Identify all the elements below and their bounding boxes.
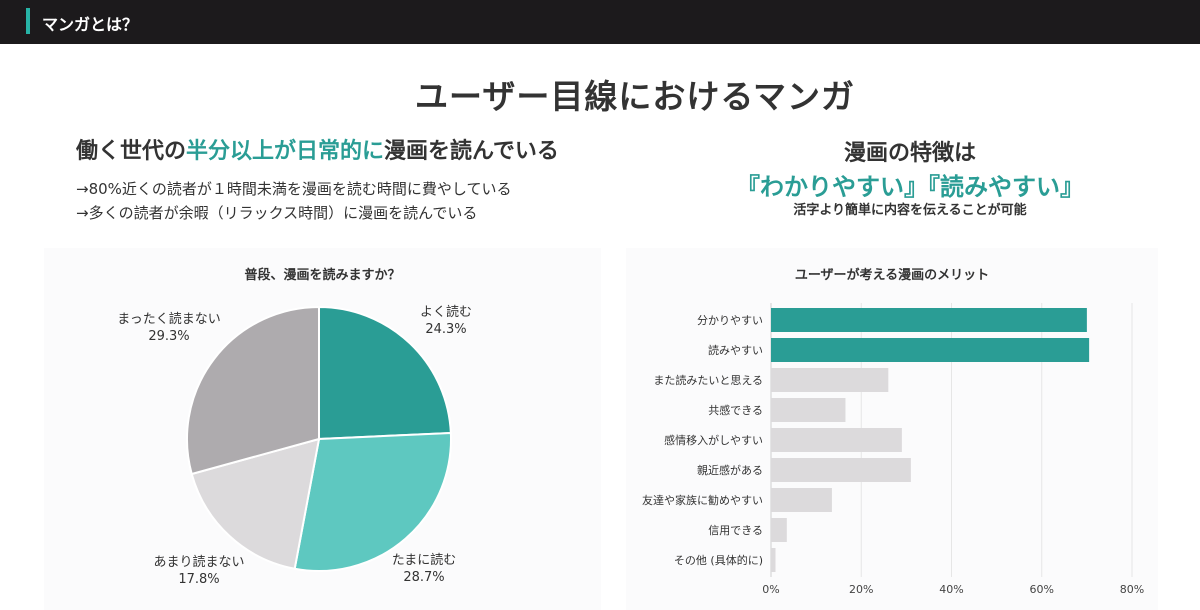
pie-chart-title: 普段、漫画を読みますか？ xyxy=(244,268,401,283)
category-label: 信用できる xyxy=(708,524,763,537)
bar xyxy=(771,458,911,482)
bar xyxy=(771,428,902,452)
pie-label-sometimes-value: 28.7% xyxy=(403,570,445,585)
bar xyxy=(771,338,1090,362)
bullet-1: →80%近くの読者が１時間未満を漫画を読む時間に費やしている xyxy=(76,180,512,198)
section-label: マンガとは？ xyxy=(42,15,139,34)
bar xyxy=(771,398,846,422)
category-label: 読みやすい xyxy=(708,343,763,357)
pie-chart xyxy=(186,305,452,572)
bullet-2: →多くの読者が余暇（リラックス時間）に漫画を読んでいる xyxy=(76,204,478,222)
pie-label-never-name: まったく読まない xyxy=(117,312,221,327)
bar xyxy=(771,308,1087,332)
x-tick-label: 60% xyxy=(1030,583,1054,596)
page-title: ユーザー目線におけるマンガ xyxy=(414,77,856,116)
left-headline-pre: 働く世代の xyxy=(76,139,187,164)
category-label: 分かりやすい xyxy=(697,314,763,327)
category-label: 親近感がある xyxy=(697,463,763,477)
pie-label-never: まったく読まない 29.3% xyxy=(94,311,244,345)
right-headline: 漫画の特徴は xyxy=(843,141,976,166)
pie-slice-rarely xyxy=(190,437,321,570)
pie-label-sometimes: たまに読む 28.7% xyxy=(364,552,484,586)
pie-label-rarely-name: あまり読まない xyxy=(153,555,245,570)
bar-chart: 0% 20% 40% 60% 80% 分かりやすい読みやすいまた読みたいと思える共感できる… xyxy=(642,303,1144,596)
left-headline-highlight: 半分以上が日常的に xyxy=(186,139,385,164)
pie-label-never-value: 29.3% xyxy=(148,329,190,344)
right-subtext: 活字より簡単に内容を伝えることが可能 xyxy=(793,203,1027,218)
accent-bar xyxy=(26,8,30,34)
x-tick-label: 20% xyxy=(849,583,873,596)
bar-chart-panel: ユーザーが考える漫画のメリット 0% 20% 40% 60% 80% 分かりやすい読みやす… xyxy=(626,248,1158,610)
pie-chart-panel: 普段、漫画を読みますか？ よく読む 24.3% たまに読む 28.7% あまり読… xyxy=(44,248,601,610)
left-headline: 働く世代の半分以上が日常的に漫画を読んでいる xyxy=(76,133,559,165)
bar xyxy=(771,518,787,542)
right-highlight: 『わかりやすい』『読みやすい』 xyxy=(736,173,1084,201)
category-label: 友達や家族に勧めやすい xyxy=(642,493,763,507)
bar xyxy=(771,368,889,392)
category-label: 感情移入がしやすい xyxy=(664,433,763,447)
category-label: また読みたいと思える xyxy=(653,373,763,387)
x-tick-label: 80% xyxy=(1120,583,1144,596)
category-label: その他 (具体的に) xyxy=(674,553,763,567)
bar xyxy=(771,488,832,512)
bar-chart-title: ユーザーが考える漫画のメリット xyxy=(794,268,990,283)
pie-label-rarely: あまり読まない 17.8% xyxy=(124,554,274,588)
pie-label-often: よく読む 24.3% xyxy=(386,304,506,338)
left-headline-post: 漫画を読んでいる xyxy=(384,139,559,164)
top-bar: マンガとは？ xyxy=(0,0,1200,44)
x-tick-label: 40% xyxy=(939,583,963,596)
pie-slice-never xyxy=(186,305,320,476)
pie-slice-often xyxy=(318,305,452,441)
pie-slice-sometimes xyxy=(293,431,452,572)
category-label: 共感できる xyxy=(708,404,763,417)
pie-label-sometimes-name: たまに読む xyxy=(391,553,457,568)
pie-label-rarely-value: 17.8% xyxy=(178,572,220,587)
bar xyxy=(771,548,776,572)
pie-label-often-name: よく読む xyxy=(419,305,472,320)
pie-label-often-value: 24.3% xyxy=(425,322,467,337)
x-tick-label: 0% xyxy=(762,583,779,596)
